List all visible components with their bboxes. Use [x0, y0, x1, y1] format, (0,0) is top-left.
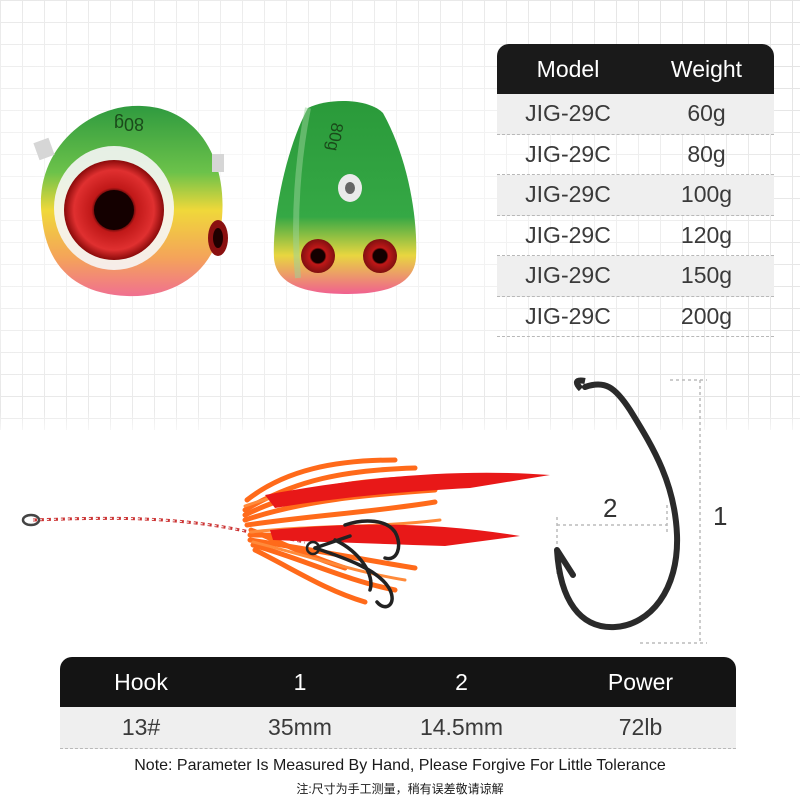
weight-cell: 200g	[680, 302, 733, 329]
table-row: JIG-29C 120g	[497, 216, 774, 256]
jig-side-weight-label: 80g	[114, 114, 144, 134]
hook-spec-table: Hook 1 2 Power 13# 35mm 14.5mm 72lb	[60, 657, 736, 749]
table-row: JIG-29C 80g	[497, 135, 774, 175]
model-weight-table: Model Weight JIG-29C 60g JIG-29C 80g JIG…	[497, 44, 774, 337]
model-cell: JIG-29C	[525, 221, 611, 248]
header-power: Power	[607, 668, 674, 695]
header-dim-2: 2	[455, 668, 468, 695]
table-row: JIG-29C 150g	[497, 256, 774, 297]
note-chinese: 注:尺寸为手工测量，稍有误差敬请谅解	[296, 782, 504, 796]
table-row: JIG-29C 200g	[497, 297, 774, 337]
weight-cell: 60g	[687, 100, 726, 127]
hook-table-header: Hook 1 2 Power	[60, 657, 736, 707]
dimension-label-2: 2	[603, 493, 617, 523]
weight-cell: 120g	[680, 221, 733, 248]
header-model: Model	[536, 55, 600, 82]
table-row: JIG-29C 60g	[497, 94, 774, 135]
weight-cell: 150g	[680, 262, 733, 289]
weight-cell: 80g	[687, 140, 726, 167]
skirt-assist-hook-image	[21, 457, 550, 609]
header-dim-1: 1	[293, 668, 307, 695]
model-cell: JIG-29C	[525, 181, 611, 208]
jig-head-side-image: 80g	[33, 105, 228, 297]
model-cell: JIG-29C	[525, 262, 611, 289]
jig-head-front-image: 80g	[273, 101, 417, 295]
hook-size-cell: 13#	[121, 714, 161, 740]
header-weight: Weight	[670, 55, 743, 82]
hook-dimension-diagram: 2 1	[554, 377, 727, 644]
note-english: Note: Parameter Is Measured By Hand, Ple…	[134, 757, 666, 774]
jig-front-weight-label: 80g	[323, 121, 347, 152]
weight-cell: 100g	[680, 181, 733, 208]
model-table-header: Model Weight	[497, 44, 774, 94]
dimension-label-1: 1	[713, 501, 727, 531]
table-row: 13# 35mm 14.5mm 72lb	[60, 707, 736, 749]
table-row: JIG-29C 100g	[497, 175, 774, 216]
model-cell: JIG-29C	[525, 140, 611, 167]
model-cell: JIG-29C	[525, 302, 611, 329]
power-cell: 72lb	[618, 714, 663, 740]
model-cell: JIG-29C	[525, 100, 611, 127]
dim-1-cell: 35mm	[268, 714, 332, 740]
header-hook: Hook	[114, 668, 168, 695]
dim-2-cell: 14.5mm	[419, 714, 504, 740]
